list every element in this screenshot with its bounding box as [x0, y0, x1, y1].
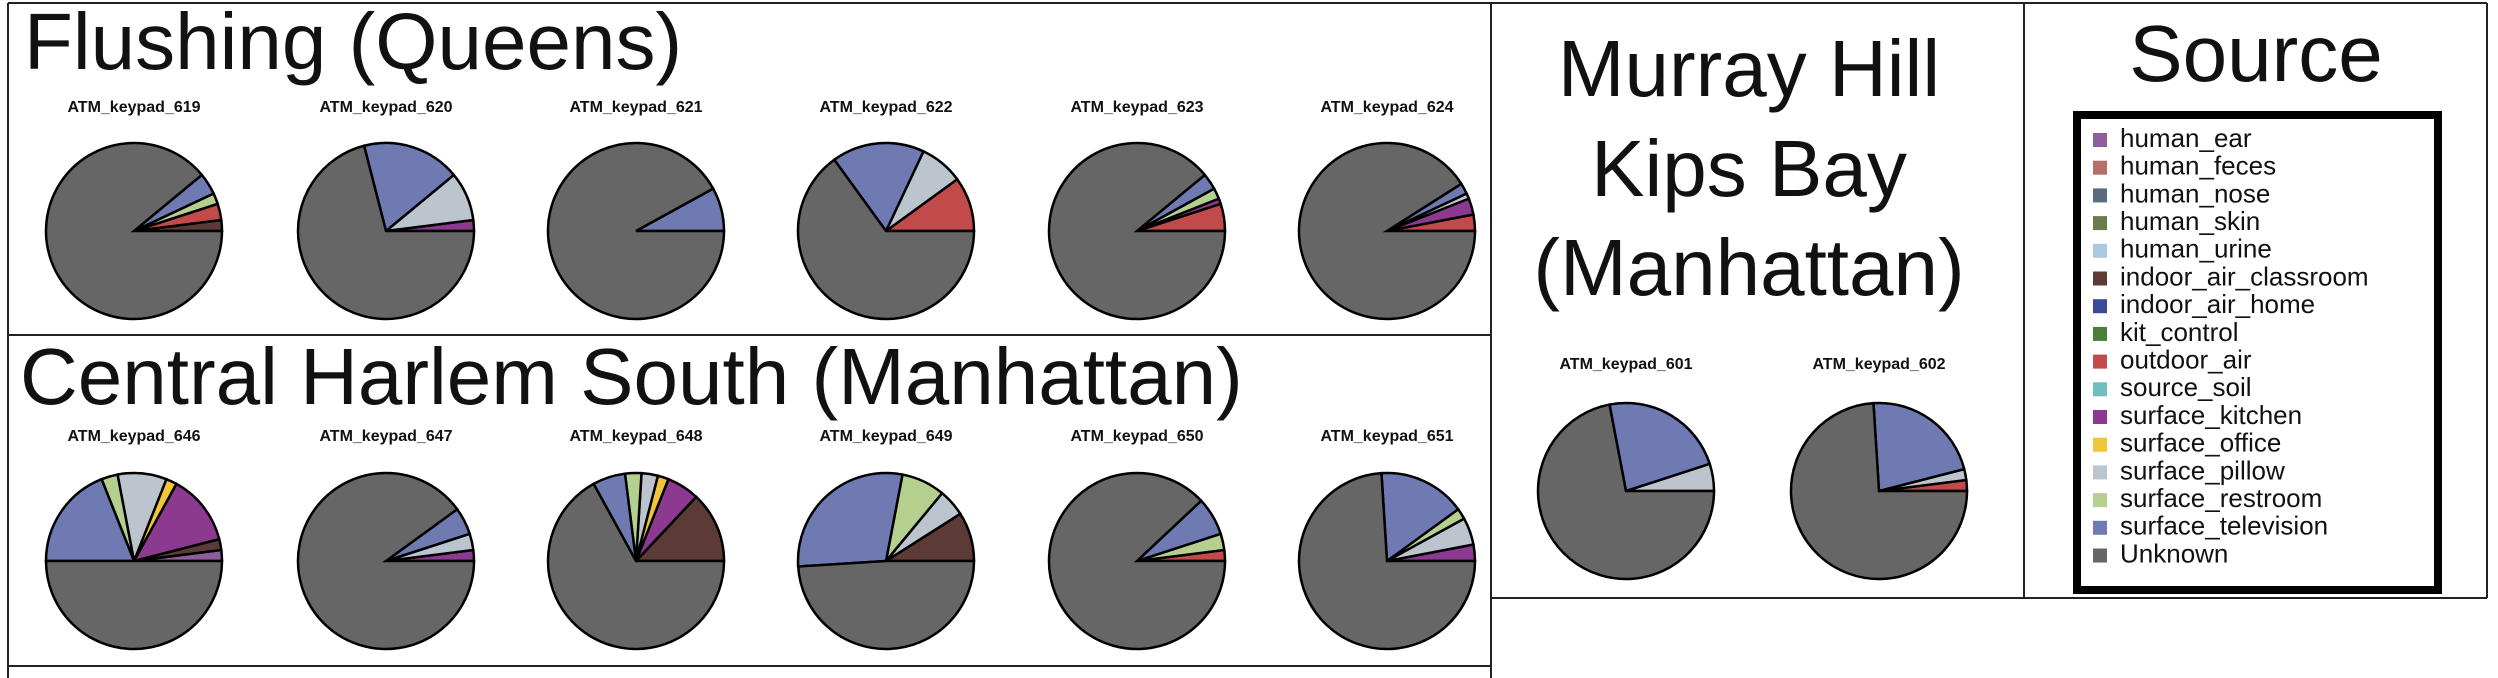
legend-swatch — [2093, 493, 2107, 508]
pie-wedge — [362, 141, 456, 234]
legend-swatch — [2093, 382, 2107, 397]
legend-swatch — [2093, 465, 2107, 480]
legend-swatch — [2093, 160, 2107, 175]
panel-title: Kips Bay — [1591, 124, 1907, 213]
legend-swatch — [2093, 520, 2107, 535]
legend-label: indoor_air_home — [2120, 289, 2315, 319]
pie-title: ATM_keypad_650 — [1070, 428, 1203, 445]
legend-swatch — [2093, 410, 2107, 424]
legend-swatch — [2093, 133, 2107, 147]
pie-wedge — [131, 482, 221, 563]
legend-label: human_ear — [2120, 123, 2252, 153]
pie-wedge — [44, 477, 136, 563]
pie-wedge — [1536, 403, 1716, 581]
pie-title: ATM_keypad_648 — [569, 428, 702, 445]
legend-label: kit_control — [2120, 317, 2239, 347]
pie-title: ATM_keypad_646 — [67, 428, 200, 445]
pie-title: ATM_keypad_621 — [569, 99, 702, 116]
pie-title: ATM_keypad_601 — [1559, 356, 1692, 373]
legend-label: surface_television — [2120, 511, 2328, 541]
pie-title: ATM_keypad_649 — [819, 428, 952, 445]
pie-wedge — [1608, 401, 1712, 493]
pie-wedge — [44, 141, 224, 321]
pie-title: ATM_keypad_624 — [1320, 99, 1453, 116]
legend-swatch — [2093, 437, 2107, 452]
pie-wedge — [1872, 401, 1966, 493]
pie-wedge — [1789, 401, 1969, 581]
legend-label: surface_kitchen — [2120, 400, 2302, 430]
legend-swatch — [2093, 216, 2107, 231]
legend-swatch — [2093, 188, 2107, 203]
pie-title: ATM_keypad_651 — [1320, 428, 1453, 445]
legend-label: indoor_air_classroom — [2120, 261, 2369, 291]
pie-wedge — [633, 495, 726, 563]
pie-wedge — [1297, 471, 1477, 651]
pie-wedge — [1047, 141, 1227, 321]
legend-label: Unknown — [2120, 538, 2228, 568]
legend-swatch — [2093, 271, 2107, 286]
legend-swatch — [2093, 326, 2107, 341]
legend-label: human_feces — [2120, 151, 2276, 181]
legend-swatch — [2093, 243, 2107, 258]
pie-wedge — [796, 471, 904, 568]
pie-title: ATM_keypad_602 — [1812, 356, 1945, 373]
pie-title: ATM_keypad_620 — [319, 99, 452, 116]
legend-label: human_urine — [2120, 234, 2272, 264]
legend-label: surface_pillow — [2120, 455, 2285, 485]
pie-title: ATM_keypad_619 — [67, 99, 200, 116]
pie-wedge — [44, 559, 224, 651]
pie-wedge — [1380, 471, 1460, 564]
legend-label: outdoor_air — [2120, 344, 2252, 374]
panel-title: Flushing (Queens) — [24, 0, 682, 86]
legend-label: source_soil — [2120, 372, 2252, 402]
pie-wedge — [796, 158, 976, 321]
pie-wedge — [296, 471, 476, 651]
panel-title: (Manhattan) — [1533, 223, 1964, 312]
legend-label: surface_restroom — [2120, 483, 2322, 513]
legend-title: Source — [2129, 9, 2382, 98]
pie-title: ATM_keypad_622 — [819, 99, 952, 116]
pie-wedge — [546, 141, 726, 321]
legend-swatch — [2093, 299, 2107, 314]
legend-label: human_skin — [2120, 206, 2260, 236]
legend-swatch — [2093, 354, 2107, 369]
pie-title: ATM_keypad_623 — [1070, 99, 1203, 116]
legend-label: surface_office — [2120, 428, 2281, 458]
pie-title: ATM_keypad_647 — [319, 428, 452, 445]
pie-wedge — [546, 482, 726, 651]
pie-wedge — [832, 141, 926, 234]
pie-wedge — [1047, 471, 1227, 651]
pie-wedge — [296, 144, 476, 321]
pie-wedge — [1297, 141, 1477, 321]
legend-swatch — [2093, 548, 2107, 563]
pie-wedge — [796, 559, 976, 651]
legend-box — [2073, 111, 2442, 594]
panel-title: Central Harlem South (Manhattan) — [20, 332, 1243, 421]
panel-title: Murray Hill — [1558, 24, 1940, 113]
legend-label: human_nose — [2120, 178, 2270, 208]
